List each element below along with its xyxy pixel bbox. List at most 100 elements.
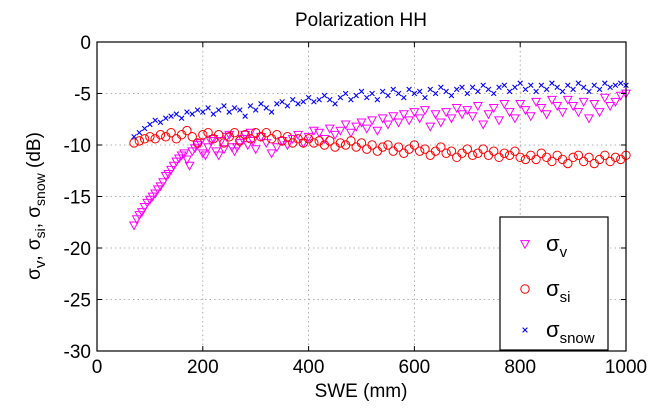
data-point-v — [216, 137, 227, 147]
data-point-v — [200, 151, 211, 161]
data-point-v — [234, 139, 245, 149]
data-point-si — [161, 132, 171, 142]
data-point-snow — [485, 86, 492, 93]
data-point-si — [362, 144, 372, 154]
legend-symbol: σ — [546, 231, 560, 256]
data-point-v — [271, 143, 282, 153]
data-point-v — [197, 149, 208, 159]
data-point-v — [541, 110, 552, 120]
data-point-si — [446, 146, 457, 156]
data-point-v — [367, 116, 378, 126]
data-point-snow — [168, 113, 174, 119]
data-point-snow — [178, 115, 185, 122]
data-point-si — [134, 136, 145, 146]
data-point-v — [319, 134, 330, 145]
data-point-si — [584, 152, 594, 163]
data-point-v — [213, 151, 224, 161]
data-point-v — [404, 116, 415, 126]
data-point-snow — [353, 92, 359, 99]
data-point-si — [478, 144, 488, 154]
chart-title: Polarization HH — [295, 10, 427, 31]
data-point-v — [128, 221, 140, 231]
data-point-v — [208, 134, 219, 145]
data-point-snow — [596, 86, 603, 93]
data-point-v — [615, 91, 626, 101]
data-point-si — [589, 158, 599, 169]
data-point-snow — [157, 119, 164, 126]
legend-marker-si — [520, 284, 530, 294]
data-point-snow — [326, 96, 333, 103]
data-point-si — [600, 150, 610, 161]
data-point-v — [568, 102, 579, 112]
data-point-v — [163, 169, 174, 180]
data-point-v — [340, 120, 351, 130]
data-point-snow — [401, 94, 407, 101]
data-point-v — [261, 139, 272, 149]
data-point-si — [489, 146, 499, 156]
data-point-v — [351, 122, 362, 132]
data-point-v — [610, 97, 621, 107]
data-point-si — [573, 150, 584, 161]
data-point-v — [546, 95, 557, 105]
data-point-snow — [194, 107, 201, 113]
data-point-si — [594, 154, 605, 165]
data-point-snow — [612, 82, 619, 89]
data-point-snow — [475, 88, 481, 95]
data-point-v — [345, 128, 356, 138]
series-v — [128, 89, 632, 231]
data-point-si — [462, 144, 472, 154]
data-point-si — [610, 152, 621, 163]
data-point-snow — [448, 92, 455, 99]
data-point-si — [399, 148, 409, 158]
data-point-v — [456, 110, 468, 120]
y-axis-title-sep-2: , — [24, 218, 45, 229]
data-point-v — [356, 118, 367, 128]
data-point-v — [493, 116, 505, 126]
data-point-v — [430, 110, 441, 120]
data-point-snow — [210, 111, 217, 117]
data-point-snow — [512, 84, 518, 91]
data-point-snow — [602, 80, 608, 86]
data-point-si — [229, 127, 240, 138]
data-point-snow — [469, 84, 476, 91]
data-point-snow — [205, 105, 211, 111]
data-point-si — [182, 125, 192, 136]
data-point-snow — [390, 86, 397, 93]
data-point-snow — [490, 90, 497, 97]
data-point-v — [605, 102, 616, 112]
data-point-v — [361, 124, 372, 134]
data-point-snow — [570, 86, 576, 93]
data-point-si — [335, 138, 346, 148]
data-point-v — [168, 161, 179, 171]
data-point-si — [404, 144, 414, 154]
data-point-si — [213, 130, 224, 140]
legend-label-snow: σsnow — [546, 317, 595, 347]
data-point-si — [473, 148, 483, 158]
data-point-v — [435, 118, 446, 128]
data-point-v — [335, 126, 346, 136]
data-point-v — [520, 106, 531, 116]
data-point-si — [578, 156, 589, 167]
data-point-snow — [607, 84, 613, 91]
data-point-snow — [533, 88, 539, 95]
data-point-si — [536, 148, 547, 158]
data-point-si — [187, 132, 197, 142]
data-point-v — [166, 165, 177, 175]
legend-marker-snow — [522, 327, 528, 333]
data-point-v — [478, 120, 489, 130]
x-tick-label: 600 — [399, 357, 431, 378]
data-point-snow — [496, 84, 502, 91]
data-point-si — [309, 138, 319, 148]
data-point-v — [419, 106, 431, 116]
y-tick-label: -30 — [64, 342, 91, 363]
data-point-si — [261, 127, 271, 138]
data-point-snow — [411, 90, 418, 97]
data-point-v — [136, 208, 148, 218]
legend-subscript: v — [560, 244, 568, 261]
data-point-snow — [432, 90, 439, 97]
data-point-si — [420, 144, 430, 154]
data-point-v — [531, 97, 542, 107]
data-point-v — [248, 137, 259, 147]
data-point-snow — [231, 105, 238, 111]
